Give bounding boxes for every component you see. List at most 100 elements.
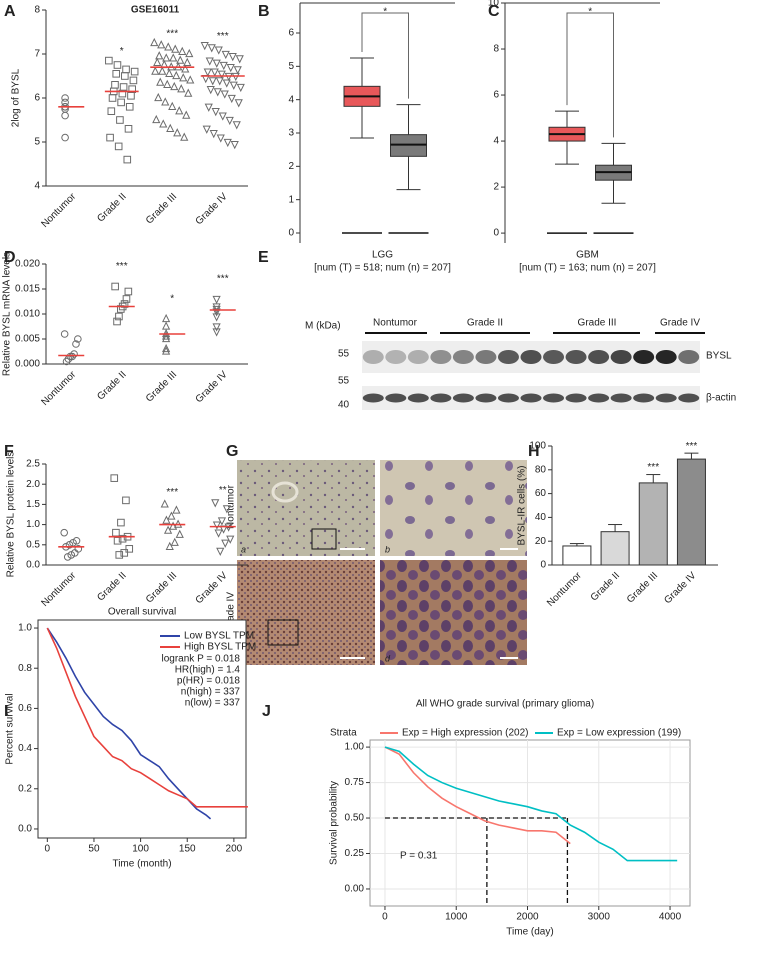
data-point xyxy=(122,65,130,74)
data-point xyxy=(115,551,124,559)
data-point xyxy=(152,114,161,124)
y-axis-label: Relative BYSL protein levels xyxy=(6,452,17,578)
x-axis-label: Time (day) xyxy=(506,927,553,938)
data-point xyxy=(235,55,244,64)
histology-panel: G Nontumor Grade IV a b c d xyxy=(226,443,527,665)
data-point xyxy=(234,99,243,108)
data-point xyxy=(184,88,193,97)
data-point xyxy=(219,61,228,71)
tile-label: d xyxy=(385,653,391,663)
data-point xyxy=(216,547,225,556)
data-point xyxy=(212,59,221,68)
significance: * xyxy=(588,7,592,18)
significance: *** xyxy=(116,261,128,272)
x-tick-label: Grade IV xyxy=(194,191,230,227)
data-point xyxy=(216,134,225,143)
significance: *** xyxy=(647,462,659,473)
x-tick-label: Grade II xyxy=(95,369,128,402)
data-point xyxy=(172,505,181,514)
x-tick-label: Grade III xyxy=(144,369,179,404)
data-point xyxy=(227,94,236,104)
y-tick-label: 0.25 xyxy=(345,848,365,859)
blot-band xyxy=(655,350,677,364)
panel-letter: C xyxy=(488,3,500,20)
data-point xyxy=(60,528,68,537)
data-point xyxy=(115,312,123,321)
y-tick-label: 4 xyxy=(288,94,294,105)
data-point xyxy=(212,303,221,312)
data-point xyxy=(112,528,120,537)
data-point xyxy=(124,287,133,296)
data-point xyxy=(222,505,232,514)
data-point xyxy=(118,89,127,98)
blot-band xyxy=(362,393,384,403)
y-tick-label: 0.8 xyxy=(18,663,32,674)
x-tick-label: 4000 xyxy=(659,912,682,923)
data-point xyxy=(181,64,190,73)
significance: * xyxy=(120,46,124,57)
stat-line: n(high) = 337 xyxy=(181,687,241,698)
sample-note: [num (T) = 163; num (n) = 207] xyxy=(519,263,656,274)
data-point xyxy=(172,70,181,80)
row-label: Nontumor xyxy=(226,484,237,529)
blot-band xyxy=(452,350,474,364)
data-point xyxy=(165,541,174,550)
data-point xyxy=(210,68,219,77)
blot-band xyxy=(475,350,497,364)
data-point xyxy=(163,79,172,88)
y-tick-label: 0.020 xyxy=(15,259,40,270)
blot-band xyxy=(385,350,407,364)
y-tick-label: 4 xyxy=(34,181,40,192)
y-tick-label: 4 xyxy=(493,136,499,147)
x-tick-label: 0 xyxy=(382,912,388,923)
data-point xyxy=(61,111,69,120)
y-tick-label: 40 xyxy=(535,512,547,523)
data-point xyxy=(110,474,119,482)
data-point xyxy=(226,64,235,73)
panel-letter: D xyxy=(4,249,16,266)
blot-band xyxy=(452,393,474,403)
data-point xyxy=(168,521,178,530)
y-tick-label: 2.0 xyxy=(26,479,40,490)
y-tick-label: 6 xyxy=(493,90,499,101)
data-point xyxy=(155,51,164,60)
data-point xyxy=(214,529,223,538)
data-point xyxy=(122,295,131,303)
y-tick-label: 2 xyxy=(493,182,499,193)
y-tick-label: 2.5 xyxy=(26,459,40,470)
panel-letter: J xyxy=(262,703,271,720)
blot-band xyxy=(610,393,632,403)
x-tick-label: Grade II xyxy=(589,570,622,603)
data-point xyxy=(232,121,241,130)
data-point xyxy=(178,46,187,55)
plot-frame xyxy=(369,739,691,907)
y-axis-label: Survival probability xyxy=(329,781,340,865)
data-point xyxy=(233,66,242,75)
y-tick-label: 0.50 xyxy=(345,813,365,824)
data-point xyxy=(180,132,189,141)
x-tick-label: Nontumor xyxy=(39,191,78,230)
tile-label: b xyxy=(385,544,390,554)
data-point xyxy=(159,119,168,128)
data-point xyxy=(226,535,235,544)
data-point xyxy=(167,511,176,520)
blot-band xyxy=(633,393,655,403)
data-point xyxy=(161,331,171,340)
mw-marker: 40 xyxy=(338,400,350,411)
plot-frame xyxy=(37,619,247,839)
data-point xyxy=(150,37,159,47)
data-point xyxy=(111,81,119,89)
data-point xyxy=(61,133,69,142)
data-point xyxy=(161,333,171,343)
x-tick-label: 100 xyxy=(132,844,149,855)
data-point xyxy=(125,103,134,111)
y-tick-label: 6 xyxy=(34,93,40,104)
x-tick-label: 2000 xyxy=(516,912,539,923)
x-tick-label: 200 xyxy=(226,844,243,855)
data-point xyxy=(157,40,166,49)
data-point xyxy=(175,529,184,538)
x-tick-label: Grade III xyxy=(625,570,660,605)
data-point xyxy=(151,66,160,75)
x-tick-label: Nontumor xyxy=(39,369,78,408)
data-point xyxy=(212,313,221,322)
